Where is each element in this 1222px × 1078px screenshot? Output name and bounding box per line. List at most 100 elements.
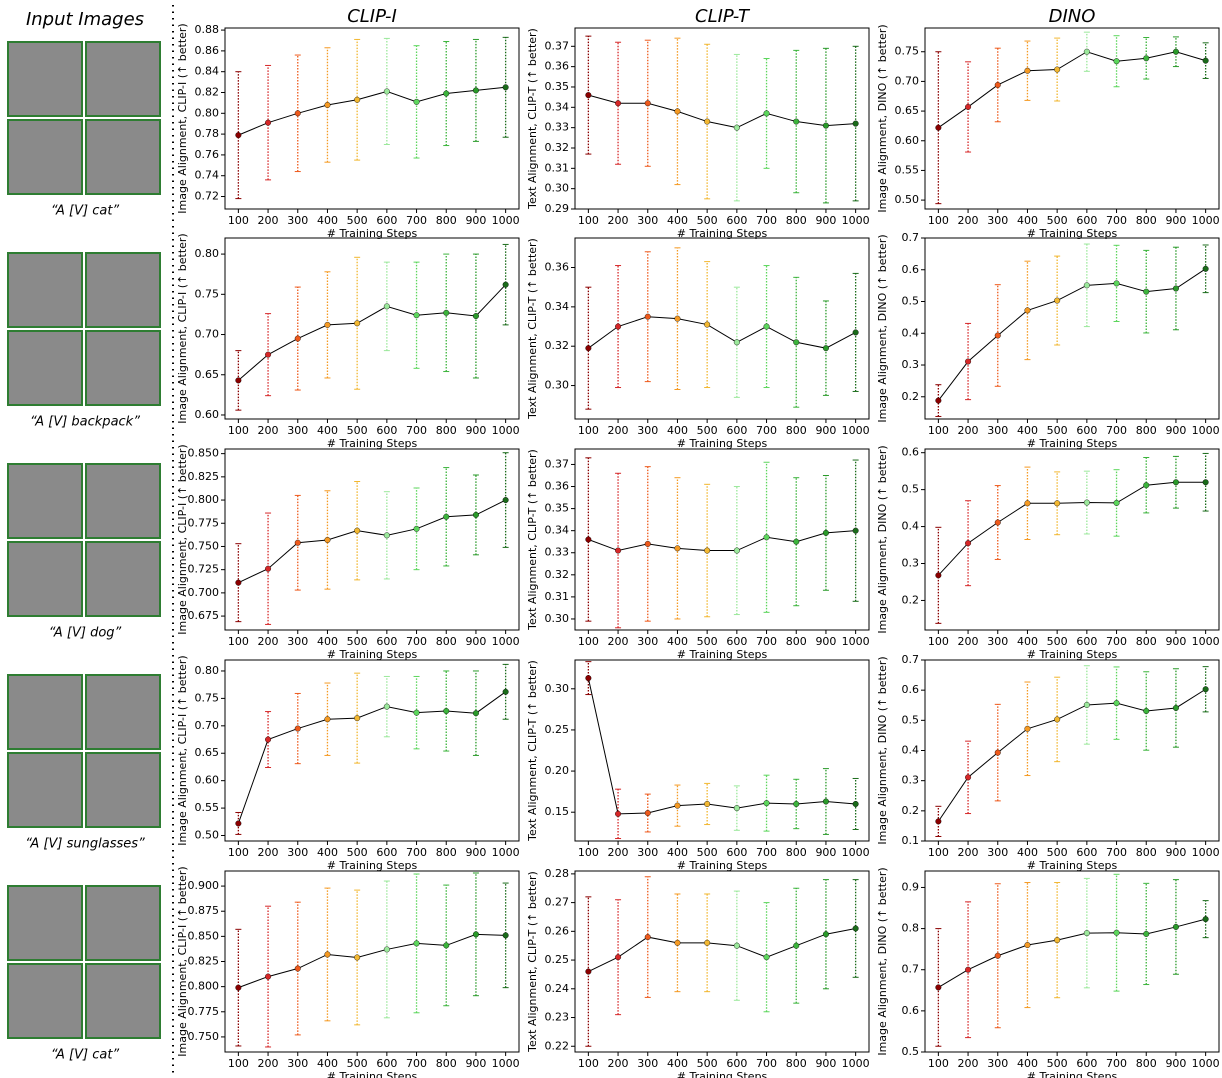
column-title: Input Images [26, 9, 144, 30]
x-tick-label: 400 [1017, 846, 1038, 859]
x-tick-label: 1000 [842, 635, 870, 648]
x-tick-label: 600 [376, 846, 397, 859]
point [734, 339, 740, 345]
y-tick-label: 0.2 [902, 593, 920, 606]
point [1143, 931, 1149, 937]
x-tick-label: 300 [637, 214, 658, 227]
plot-frame [225, 449, 519, 630]
x-axis-label: # Training Steps [327, 859, 418, 872]
input-image [8, 464, 82, 538]
point [965, 540, 971, 546]
point [1203, 916, 1209, 922]
point [1114, 930, 1120, 936]
x-axis-label: # Training Steps [677, 437, 768, 450]
point [1173, 49, 1179, 55]
x-tick-label: 500 [1047, 635, 1068, 648]
point [384, 704, 390, 710]
x-tick-label: 600 [726, 635, 747, 648]
point [645, 934, 651, 940]
point [265, 120, 271, 126]
x-tick-label: 400 [667, 424, 688, 437]
x-axis-label: # Training Steps [1027, 437, 1118, 450]
x-tick-label: 700 [756, 635, 777, 648]
x-tick-label: 600 [1076, 424, 1097, 437]
x-tick-label: 200 [608, 1057, 629, 1070]
x-tick-label: 1000 [1192, 635, 1220, 648]
x-tick-label: 800 [1136, 635, 1157, 648]
x-tick-label: 500 [1047, 1057, 1068, 1070]
point [1143, 482, 1149, 488]
y-tick-label: 0.5 [902, 1045, 920, 1058]
point [1203, 686, 1209, 692]
x-tick-label: 600 [376, 214, 397, 227]
y-tick-label: 0.850 [188, 447, 220, 460]
plot-frame [575, 871, 869, 1052]
y-tick-label: 0.30 [545, 379, 570, 392]
y-tick-label: 0.7 [902, 231, 920, 244]
point [295, 540, 301, 546]
x-tick-label: 900 [815, 1057, 836, 1070]
x-tick-label: 300 [637, 635, 658, 648]
point [823, 799, 829, 805]
point [354, 97, 360, 103]
input-image [86, 964, 160, 1038]
point [615, 324, 621, 330]
x-tick-label: 500 [1047, 214, 1068, 227]
point [734, 943, 740, 949]
point [236, 985, 242, 991]
x-tick-label: 1000 [842, 1057, 870, 1070]
point [354, 528, 360, 534]
x-tick-label: 700 [406, 214, 427, 227]
x-tick-label: 300 [287, 424, 308, 437]
x-tick-label: 600 [1076, 1057, 1097, 1070]
x-tick-label: 200 [958, 214, 979, 227]
x-tick-label: 600 [376, 1057, 397, 1070]
x-tick-label: 900 [465, 214, 486, 227]
point [265, 566, 271, 572]
x-tick-label: 400 [667, 846, 688, 859]
x-tick-label: 900 [465, 635, 486, 648]
x-axis-label: # Training Steps [677, 648, 768, 661]
point [325, 952, 331, 958]
point [1143, 289, 1149, 295]
y-tick-label: 0.30 [545, 612, 570, 625]
chart: 0.600.650.700.750.8010020030040050060070… [176, 233, 520, 450]
x-tick-label: 100 [578, 1057, 599, 1070]
y-tick-label: 0.35 [545, 502, 570, 515]
x-tick-label: 800 [1136, 1057, 1157, 1070]
point [793, 801, 799, 807]
x-tick-label: 700 [1106, 214, 1127, 227]
point [965, 775, 971, 781]
point [586, 92, 592, 98]
x-axis-label: # Training Steps [1027, 648, 1118, 661]
point [503, 497, 509, 503]
x-tick-label: 700 [1106, 846, 1127, 859]
x-tick-label: 400 [317, 424, 338, 437]
x-tick-label: 600 [376, 424, 397, 437]
point [704, 801, 710, 807]
x-tick-label: 700 [756, 846, 777, 859]
column-title: CLIP-T [695, 6, 751, 27]
line [938, 919, 1205, 987]
point [823, 530, 829, 536]
x-tick-label: 500 [697, 846, 718, 859]
y-tick-label: 0.775 [188, 516, 220, 529]
point [1084, 49, 1090, 55]
y-axis-label: Image Alignment, DINO (↑ better) [876, 867, 889, 1055]
point [354, 715, 360, 721]
y-tick-label: 0.24 [545, 982, 570, 995]
x-tick-label: 400 [667, 214, 688, 227]
point [1025, 501, 1031, 507]
input-image [86, 753, 160, 827]
point [354, 320, 360, 326]
line [588, 95, 855, 128]
x-tick-label: 1000 [1192, 424, 1220, 437]
input-image [8, 331, 82, 405]
x-tick-label: 300 [637, 1057, 658, 1070]
point [764, 324, 770, 330]
y-tick-label: 0.2 [902, 804, 920, 817]
x-tick-label: 500 [347, 846, 368, 859]
point [853, 801, 859, 807]
input-image [8, 42, 82, 116]
y-tick-label: 0.36 [545, 60, 570, 73]
